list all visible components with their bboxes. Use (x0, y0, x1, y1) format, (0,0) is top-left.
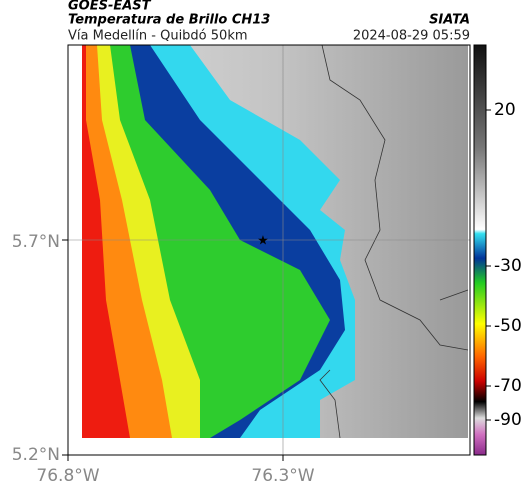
colorbar (473, 44, 491, 456)
route: Vía Medellín - Quibdó 50km (68, 29, 248, 44)
source: SIATA (429, 13, 470, 28)
colorbar-tick: -90 (494, 410, 522, 430)
satellite: GOES-EAST (68, 0, 152, 14)
satellite-image: ★ (68, 44, 470, 455)
lon-tick: 76.8°W (36, 466, 99, 486)
timestamp: 2024-08-29 05:59 (353, 29, 470, 44)
colorbar-tick: -50 (494, 316, 522, 336)
colorbar-tick: -70 (494, 376, 522, 396)
lat-tick: 5.7°N (12, 232, 60, 252)
lon-tick: 76.3°W (251, 466, 314, 486)
map-frame (67, 44, 471, 456)
product: Temperatura de Brillo CH13 (68, 13, 270, 28)
colorbar-tick: 20 (494, 100, 516, 120)
colorbar-tick: -30 (494, 256, 522, 276)
svg-text:★: ★ (257, 234, 269, 249)
lat-tick: 5.2°N (12, 445, 60, 465)
